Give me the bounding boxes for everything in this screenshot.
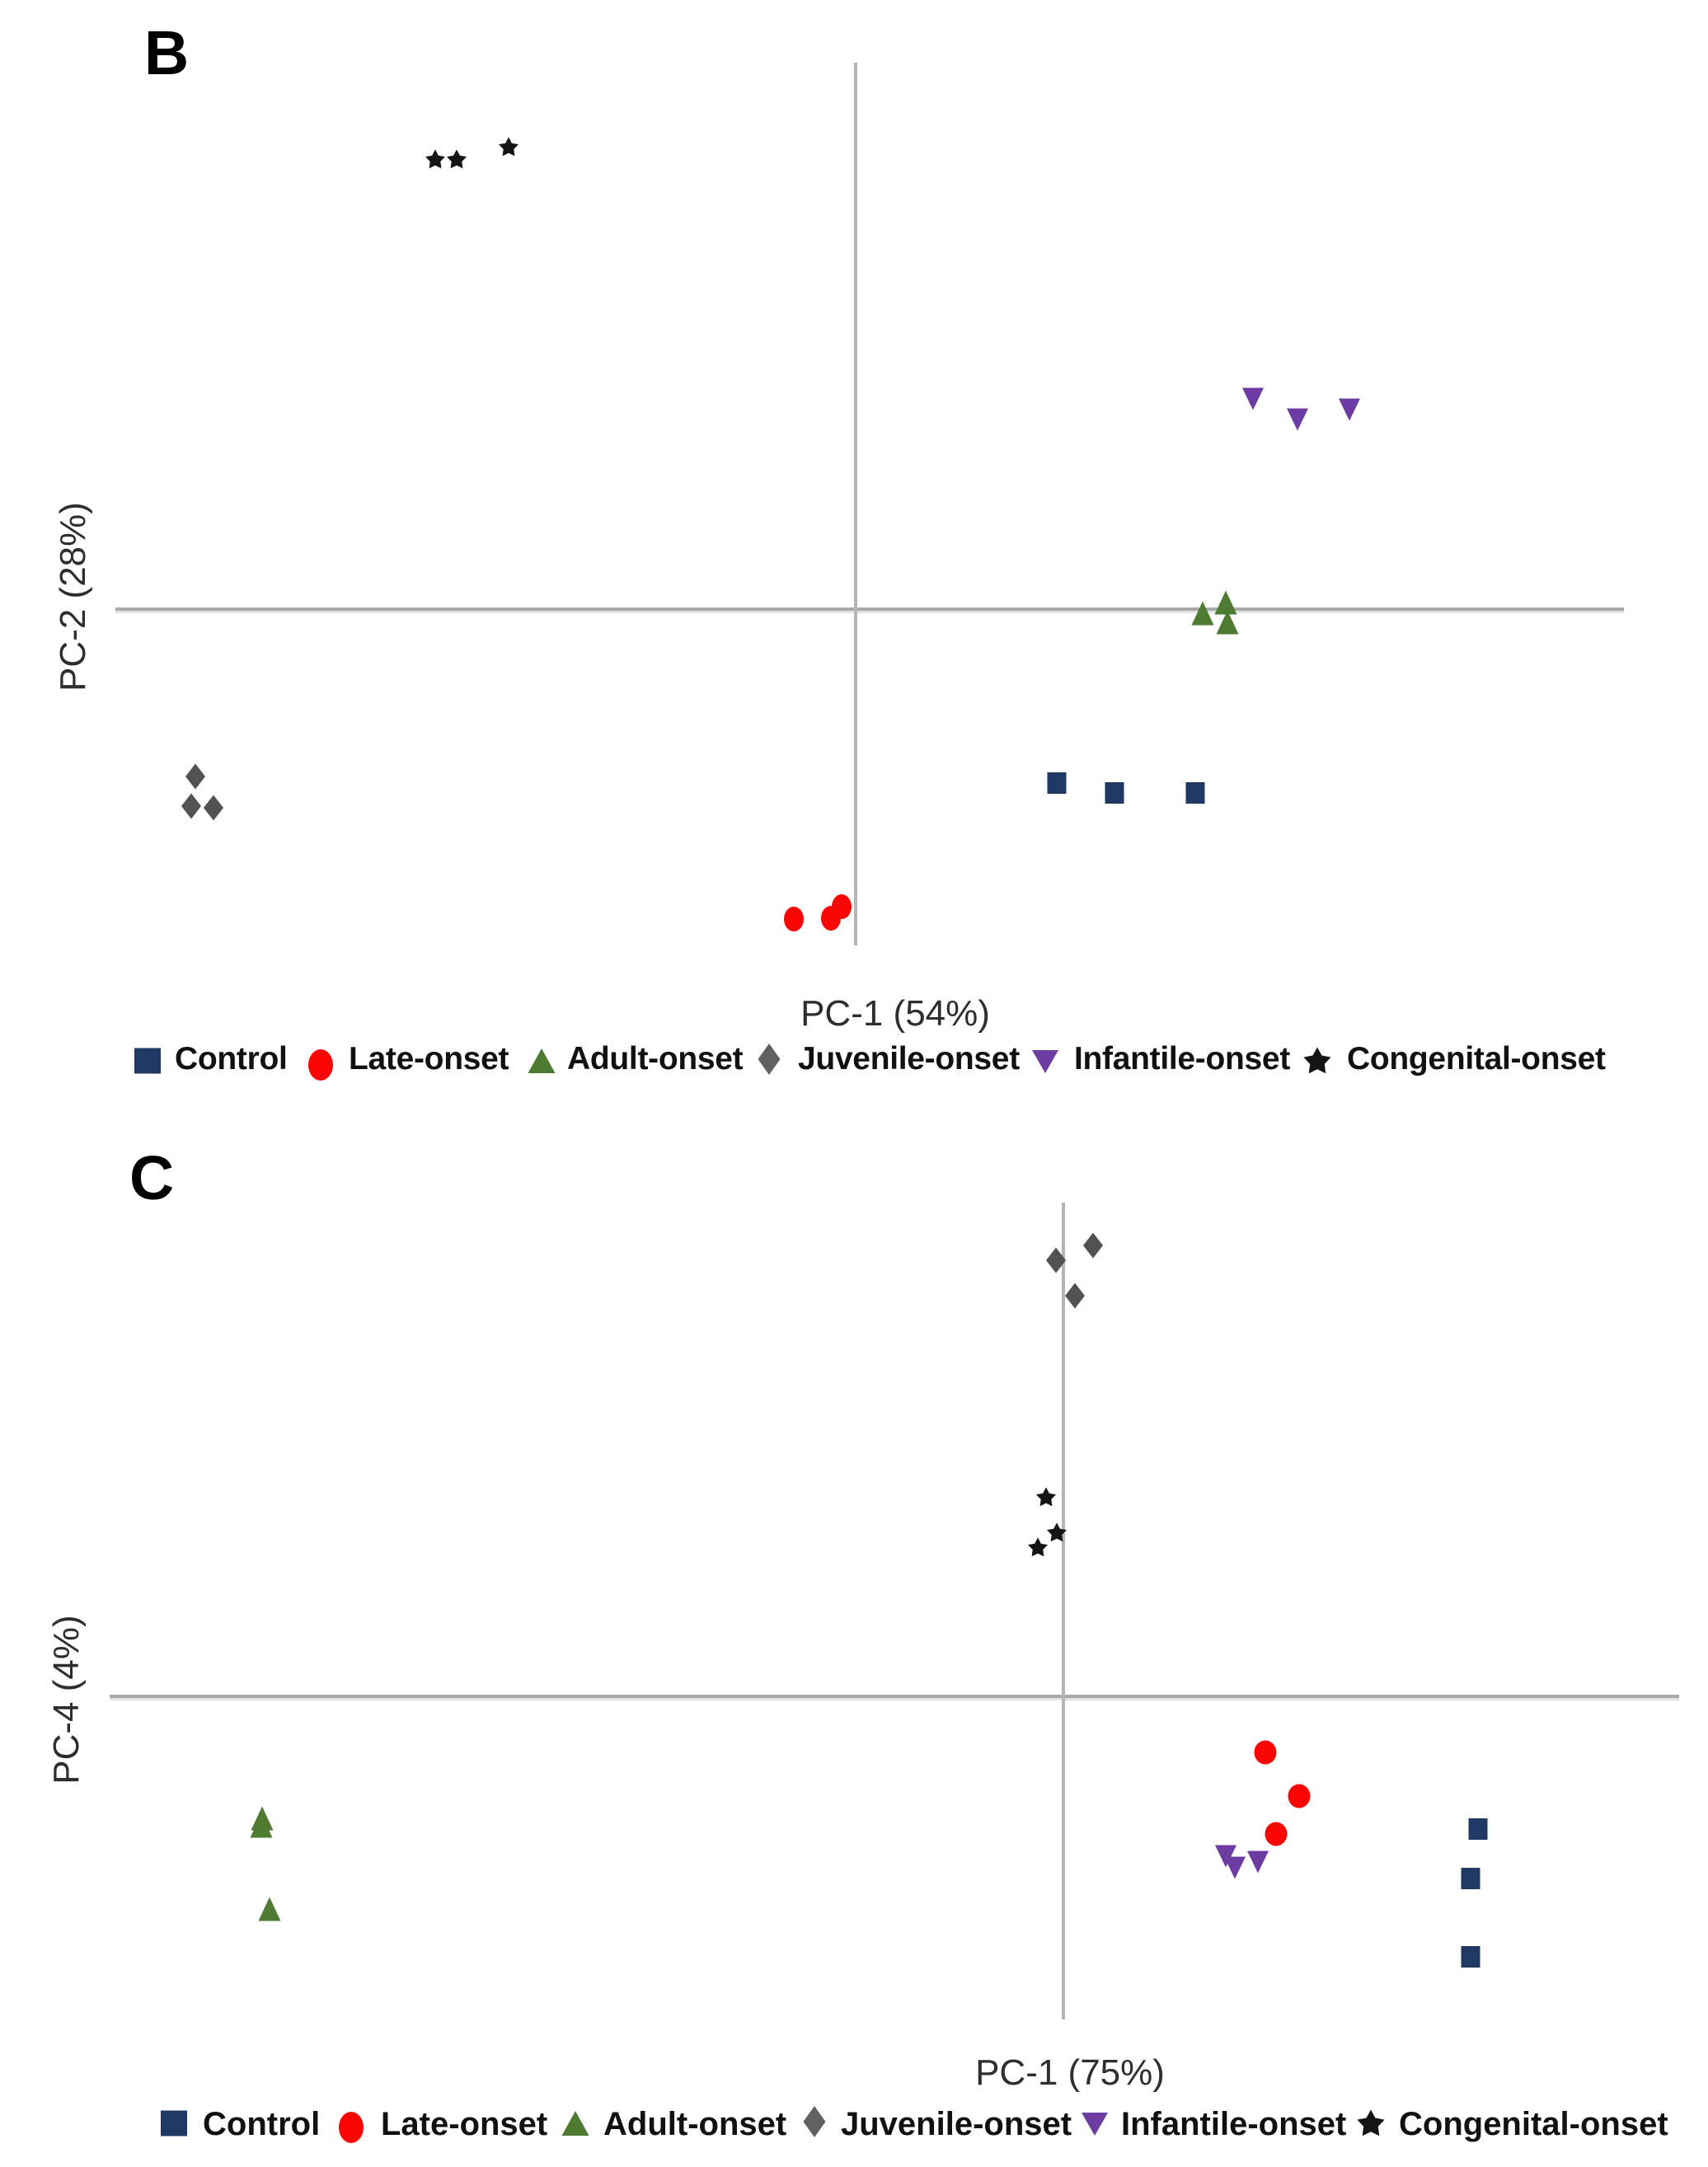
svg-text:PC-4 (4%): PC-4 (4%) [46, 1615, 87, 1784]
svg-text:Infantile-onset: Infantile-onset [1074, 1041, 1290, 1076]
svg-text:Late-onset: Late-onset [349, 1041, 509, 1076]
svg-text:Juvenile-onset: Juvenile-onset [798, 1041, 1020, 1076]
svg-text:Infantile-onset: Infantile-onset [1121, 2106, 1346, 2142]
svg-text:B: B [144, 18, 189, 87]
svg-text:Adult-onset: Adult-onset [603, 2106, 786, 2142]
svg-text:Juvenile-onset: Juvenile-onset [841, 2106, 1072, 2142]
svg-text:PC-2 (28%): PC-2 (28%) [53, 502, 93, 692]
svg-text:C: C [129, 1143, 174, 1212]
svg-text:Control: Control [175, 1041, 288, 1076]
svg-text:Adult-onset: Adult-onset [567, 1041, 744, 1076]
svg-text:Late-onset: Late-onset [381, 2106, 547, 2142]
svg-text:Control: Control [203, 2106, 320, 2142]
svg-text:Congenital-onset: Congenital-onset [1399, 2106, 1668, 2142]
svg-text:PC-1 (75%): PC-1 (75%) [975, 2052, 1165, 2093]
svg-text:PC-1 (54%): PC-1 (54%) [800, 993, 990, 1034]
svg-text:Congenital-onset: Congenital-onset [1347, 1041, 1606, 1076]
